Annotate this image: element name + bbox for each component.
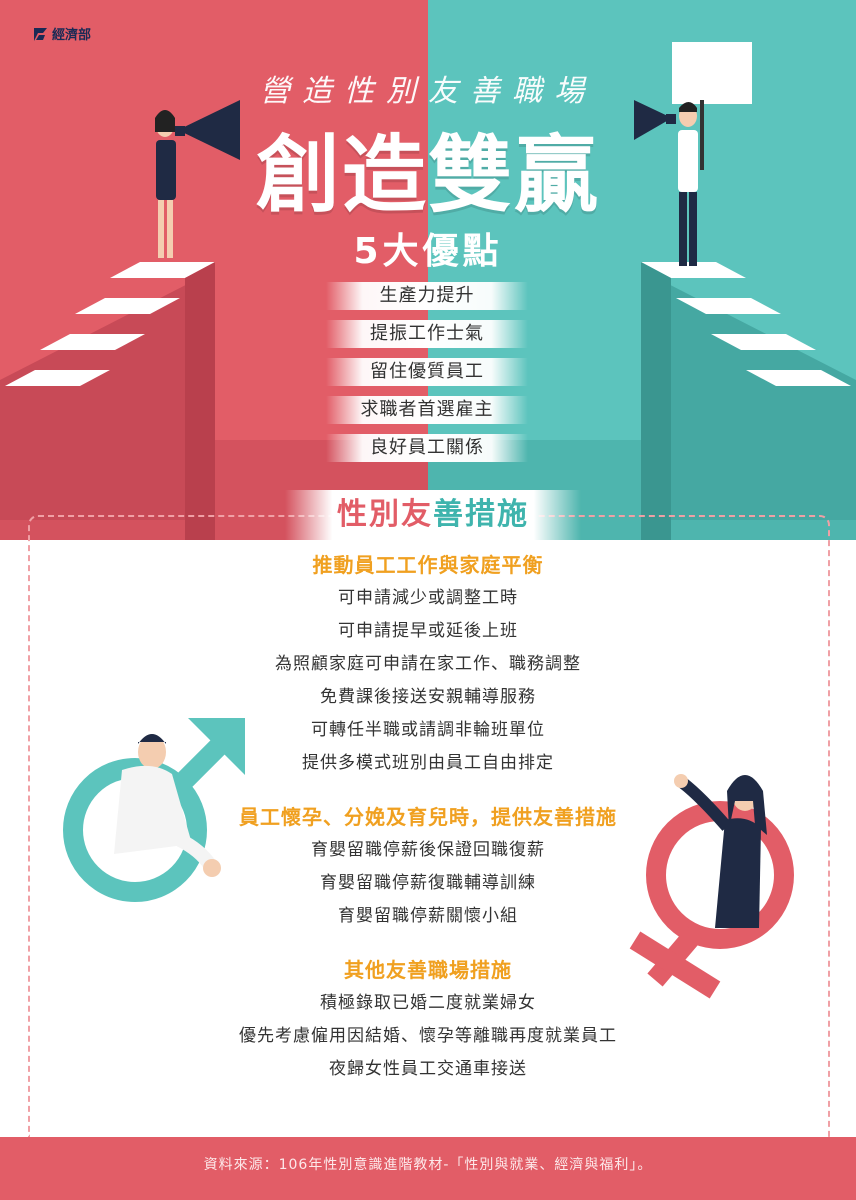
list-item: 可申請提早或延後上班 xyxy=(338,621,518,641)
measures-heading-right: 善措施 xyxy=(433,497,529,532)
list-item: 育嬰留職停薪關懷小組 xyxy=(338,906,518,926)
list-item: 優先考慮僱用因結婚、懷孕等離職再度就業員工 xyxy=(239,1026,617,1046)
hero-title-left: 創造 xyxy=(255,126,428,224)
list-item: 夜歸女性員工交通車接送 xyxy=(329,1059,527,1079)
measures-heading-left: 性別友 xyxy=(337,497,433,532)
measures-heading: 性別友善措施 xyxy=(285,490,581,540)
list-item: 積極錄取已婚二度就業婦女 xyxy=(320,993,536,1013)
advantages-list: 生產力提升 提振工作士氣 留住優質員工 求職者首選雇主 良好員工關係 xyxy=(326,282,528,472)
list-item: 可轉任半職或請調非輪班單位 xyxy=(311,720,545,740)
advantage-item: 生產力提升 xyxy=(326,282,528,310)
hero-title-right: 雙贏 xyxy=(428,126,601,224)
ministry-logo: 經濟部 xyxy=(32,24,91,43)
list-item: 免費課後接送安親輔導服務 xyxy=(320,687,536,707)
ministry-logo-icon xyxy=(34,27,47,41)
man-sign-figure xyxy=(634,42,752,266)
section-title-other: 其他友善職場措施 xyxy=(344,958,512,982)
male-symbol-icon xyxy=(63,718,245,902)
list-item: 為照顧家庭可申請在家工作、職務調整 xyxy=(275,654,581,674)
advantage-item: 良好員工關係 xyxy=(326,434,528,462)
woman-megaphone-figure xyxy=(155,100,240,258)
section-title-work-family: 推動員工工作與家庭平衡 xyxy=(312,553,544,577)
advantage-item: 提振工作士氣 xyxy=(326,320,528,348)
advantage-item: 留住優質員工 xyxy=(326,358,528,386)
advantage-item: 求職者首選雇主 xyxy=(326,396,528,424)
ministry-logo-text: 經濟部 xyxy=(52,28,92,43)
hero-subtitle: 營造性別友善職場 xyxy=(260,74,596,109)
advantages-heading: 5大優點 xyxy=(353,231,503,272)
hero-banner: 經濟部 營造性別友善職場 創造雙贏 5大優點 生產力提升 提振工作士氣 留住優質… xyxy=(0,0,856,540)
footer-source: 資料來源：106年性別意識進階教材-「性別與就業、經濟與福利」。 xyxy=(0,1137,856,1200)
section-title-pregnancy: 員工懷孕、分娩及育兒時，提供友善措施 xyxy=(239,805,617,829)
list-item: 育嬰留職停薪後保證回職復薪 xyxy=(311,840,545,860)
hero-title: 創造雙贏 xyxy=(0,108,856,229)
measures-content: 推動員工工作與家庭平衡 可申請減少或調整工時 可申請提早或延後上班 為照顧家庭可… xyxy=(0,548,856,1086)
list-item: 育嬰留職停薪復職輔導訓練 xyxy=(320,873,536,893)
female-symbol-icon xyxy=(629,774,794,999)
list-item: 提供多模式班別由員工自由排定 xyxy=(302,753,554,773)
list-item: 可申請減少或調整工時 xyxy=(338,588,518,608)
